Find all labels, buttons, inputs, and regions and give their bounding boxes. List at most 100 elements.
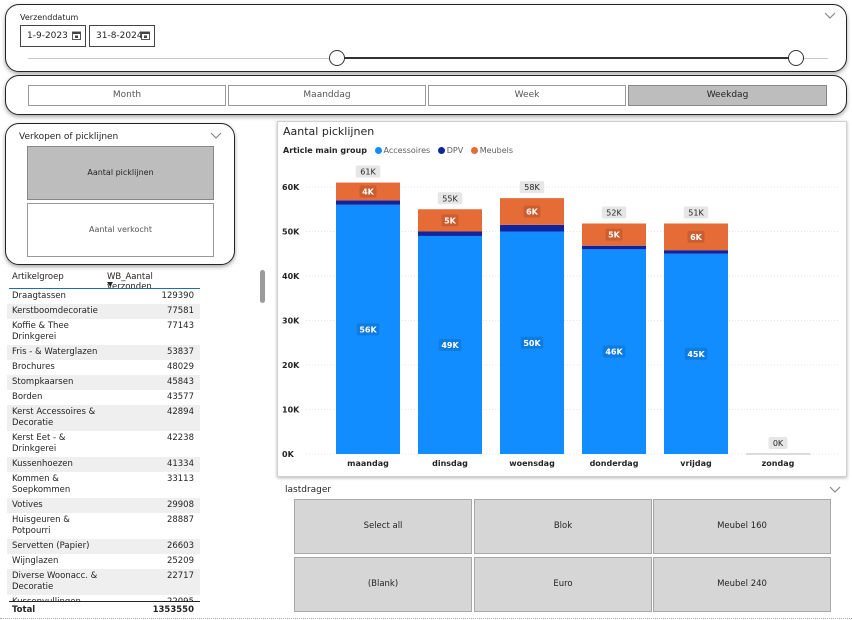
granularity-maanddag-button[interactable]: Maanddag [228,85,426,106]
lastdrager-euro-button[interactable]: Euro [474,557,652,612]
table-row[interactable]: Kerstboomdecoratie 77581 [7,304,200,319]
calendar-icon[interactable] [72,31,81,40]
x-category-label: donderdag [590,459,639,468]
total-label: 61K [360,168,376,177]
legend-dot-meubels [470,147,478,154]
table-row[interactable]: Kommen & Soepkommen 33113 [7,472,200,498]
row-artikelgroep: Diverse Woonacc. & Decoratie [12,571,98,592]
data-label-background [687,230,705,243]
legend-item-accessoires[interactable]: Accessoires [374,146,430,155]
table-row[interactable]: Servetten (Papier) 26603 [7,539,200,554]
table-row[interactable]: Koffie & Thee Drinkgerei 77143 [7,319,200,345]
table-row[interactable]: Votives 29908 [7,498,200,513]
row-aantal-verzonden: 29908 [166,500,194,510]
table-row[interactable]: Kerst Accessoires & Decoratie 42894 [7,405,200,431]
aantal-picklijnen-chart: 0K 10K 20K 30K 40K 50K 60K 56K 4K 61K maandag 49K 5K… [277,121,847,477]
bar-dpv[interactable] [500,224,564,232]
row-aantal-verzonden: 22095 [167,597,194,601]
bar-meubels[interactable] [336,182,400,201]
column-header-aantal-verzonden[interactable]: WB_Aantal verzonden [107,272,153,292]
bar-accessoires[interactable] [664,253,728,454]
aantal-verkocht-button[interactable]: Aantal verkocht [27,203,214,257]
table-row[interactable]: Diverse Woonacc. & Decoratie 22717 [7,569,200,595]
table-row[interactable]: Huisgeuren & Potpourri 28887 [7,513,200,539]
bar-dpv[interactable] [336,200,400,205]
column-header-artikelgroep[interactable]: Artikelgroep [12,272,64,282]
data-label: 5K [444,216,457,225]
table-row[interactable]: Borden 43577 [7,390,200,405]
lastdrager-blank-button[interactable]: (Blank) [294,557,472,612]
total-label-background [355,165,381,178]
row-artikelgroep: Kussenhoezen [12,459,73,469]
aantal-picklijnen-button[interactable]: Aantal picklijnen [27,146,214,200]
bar-accessoires[interactable] [336,204,400,454]
lastdrager-blok-button[interactable]: Blok [474,499,652,554]
chevron-down-icon[interactable] [829,486,841,496]
lastdrager-select-all-button[interactable]: Select all [294,499,472,554]
bar-dpv[interactable] [664,250,728,254]
table-row[interactable]: Fris - & Waterglazen 53837 [7,345,200,360]
chevron-down-icon[interactable] [210,132,222,142]
row-aantal-verzonden: 41334 [166,459,194,469]
sort-descending-icon [107,282,113,287]
bar-accessoires[interactable] [500,231,564,455]
y-tick-label: 50K [282,228,300,237]
table-row[interactable]: Kerst Eet - & Drinkgerei 42238 [7,431,200,457]
table-body[interactable]: Draagtassen 129390 Kerstboomdecoratie 77581… [7,289,200,601]
row-artikelgroep: Servetten (Papier) [12,541,90,551]
row-aantal-verzonden: 77143 [166,321,194,331]
legend-title: Article main group [283,146,367,155]
row-aantal-verzonden: 28887 [166,515,194,525]
bar-meubels[interactable] [582,223,646,246]
end-date-input[interactable]: 31-8-2024 [89,25,155,47]
granularity-weekdag-button[interactable]: Weekdag [628,85,827,106]
start-date-input[interactable]: 1-9-2023 [20,25,86,47]
granularity-month-button[interactable]: Month [28,85,226,106]
measure-selector-title: Verkopen of picklijnen [19,132,119,142]
data-label: 5K [608,231,621,240]
bar-meubels[interactable] [418,209,482,232]
bar-accessoires[interactable] [418,235,482,454]
granularity-week-button[interactable]: Week [428,85,626,106]
row-artikelgroep: Huisgeuren & Potpourri [12,515,70,536]
legend-item-dpv[interactable]: DPV [437,146,464,155]
start-date-value: 1-9-2023 [27,31,68,41]
table-row[interactable]: Wijnglazen 25209 [7,554,200,569]
total-divider [9,601,200,602]
total-label-background [683,206,709,219]
chevron-down-icon[interactable] [824,12,836,22]
table-row[interactable]: Stompkaarsen 45843 [7,375,200,390]
row-aantal-verzonden: 42894 [166,407,194,417]
date-slider-start-handle[interactable] [329,50,345,66]
y-tick-label: 40K [282,272,300,281]
row-artikelgroep: Wijnglazen [12,556,59,566]
table-row[interactable]: Kussenvullingen 22095 [7,595,200,601]
bar-meubels[interactable] [500,198,564,225]
table-row[interactable]: Draagtassen 129390 [7,289,200,304]
date-slicer-title: Verzenddatum [20,13,79,22]
table-scrollbar[interactable] [260,270,265,303]
calendar-icon[interactable] [141,31,150,40]
row-artikelgroep: Draagtassen [12,291,66,301]
bar-dpv[interactable] [582,245,646,250]
lastdrager-slicer: lastdrager Select all Blok Meubel 160 (B… [280,482,847,618]
bar-meubels[interactable] [664,223,728,251]
total-label-background [601,206,627,219]
data-label-background [605,228,623,241]
data-label-background [441,214,459,227]
row-aantal-verzonden: 43577 [166,392,194,402]
data-label: 49K [441,341,459,350]
bar-accessoires[interactable] [582,249,646,454]
row-aantal-verzonden: 48029 [166,362,194,372]
lastdrager-meubel-240-button[interactable]: Meubel 240 [653,557,831,612]
bar-dpv[interactable] [418,231,482,236]
lastdrager-meubel-160-button[interactable]: Meubel 160 [653,499,831,554]
table-row[interactable]: Kussenhoezen 41334 [7,457,200,472]
x-category-label: vrijdag [680,459,712,468]
legend-label-dpv: DPV [446,146,464,155]
table-row[interactable]: Brochures 48029 [7,360,200,375]
header-underline [9,288,200,289]
legend-item-meubels[interactable]: Meubels [470,146,513,155]
row-aantal-verzonden: 33113 [166,474,194,484]
date-slider-end-handle[interactable] [788,50,804,66]
